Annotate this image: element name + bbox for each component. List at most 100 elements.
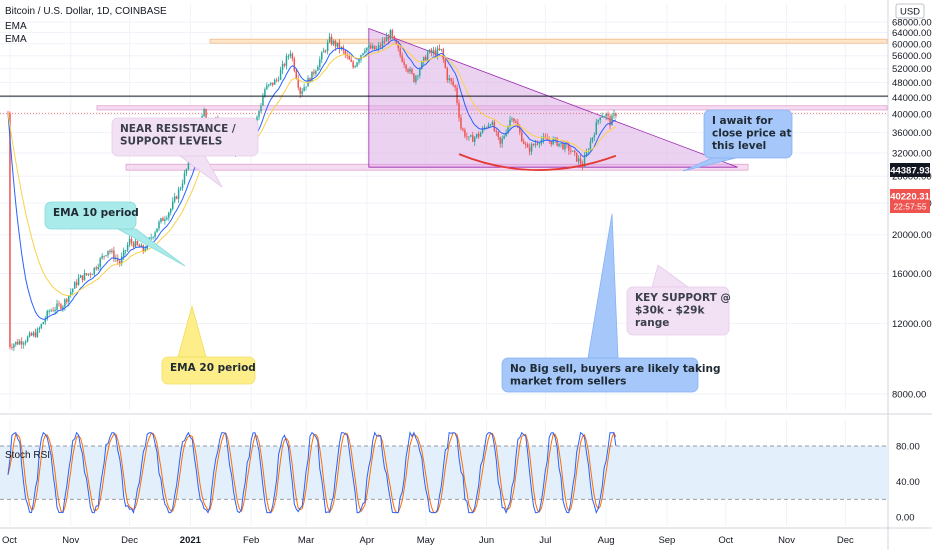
candle-body [328,36,331,43]
candle-body [271,82,274,85]
candle-body [413,73,415,82]
stoch-d-line [7,431,617,514]
candle-body [264,89,266,97]
candle-body [50,310,52,312]
candle-body [142,245,145,252]
candle-body [295,70,298,79]
annotation-callouts: NEAR RESISTANCE /SUPPORT LEVELS EMA 10 pe… [44,109,793,393]
candle-body [48,310,50,312]
price-tick-label: 56000.00 [892,51,932,62]
candle-body [336,42,339,47]
candle-body [273,79,276,85]
callout-pointer [651,264,690,288]
candle-body [52,310,54,312]
currency-label-box[interactable]: USD [895,3,925,19]
candle-body [70,292,72,296]
candle-body [277,79,280,81]
candle-body [66,299,68,302]
candle-body [358,59,360,63]
candle-body [526,144,529,148]
candle-body [338,42,341,50]
candle-body [422,56,425,62]
candle-body [595,122,598,135]
candle-body [397,44,399,49]
callout-box [501,357,699,393]
callout-pointer [587,213,619,359]
candle-body [401,55,403,62]
candle-body [187,160,190,170]
candle-body [464,129,466,137]
ema-legend-2[interactable]: EMA [5,34,27,45]
candle-body [597,120,600,123]
candle-body [552,139,554,145]
candle-body [524,143,527,145]
candle-body [383,40,386,42]
candle-body [28,333,31,337]
candle-body [322,50,325,53]
time-tick-label: Jun [479,535,494,546]
candle-body [458,102,460,118]
time-tick-label: 2021 [180,535,202,546]
candle-body [546,137,549,141]
candle-body [601,116,603,118]
candle-body [62,306,64,310]
candle-body [589,141,592,151]
price-tick-label: 36000.00 [892,128,932,139]
candle-body [89,273,92,275]
candle-body [97,266,99,269]
time-tick-label: Nov [778,535,795,546]
candle-body [170,208,172,213]
candle-body [111,250,113,252]
candle-body [283,64,286,66]
candle-body [181,183,184,189]
candle-body [501,138,503,144]
candle-body [515,121,517,123]
time-tick-label: Oct [2,535,17,546]
callout-near-resistance: NEAR RESISTANCE /SUPPORT LEVELS [111,117,259,188]
candle-body [9,113,11,348]
price-tick-label: 40000.00 [892,110,932,121]
currency-label: USD [900,7,920,18]
time-tick-label: Apr [359,535,374,546]
price-tick-label: 48000.00 [892,78,932,89]
candle-body [75,282,78,285]
candle-body [203,109,205,117]
candle-body [30,333,33,336]
candle-body [287,55,290,57]
level-price-text: 44387.93 [890,166,930,177]
candle-body [583,156,586,168]
candle-body [305,86,307,88]
ema-legend-1[interactable]: EMA [5,21,27,32]
candle-body [371,45,374,49]
candle-body [377,45,380,49]
time-axis[interactable]: Oct Nov Dec 2021 Feb Mar Apr May Jun Jul Aug Sep Oct… [2,535,854,546]
candle-body [511,118,513,120]
rounded-bottom-curve [458,153,617,171]
callout-text-line: EMA 10 period [53,207,139,219]
candle-body [558,143,560,146]
callout-text-line: SUPPORT LEVELS [120,136,222,148]
candle-body [354,66,356,68]
price-tick-label: 52000.00 [892,64,932,75]
time-tick-label: May [417,535,435,546]
candle-body [605,113,607,117]
candle-body [577,158,580,162]
candle-body [497,131,499,138]
candle-body [472,135,474,142]
candle-body [446,67,449,81]
candle-body [473,137,476,142]
candle-body [32,332,35,336]
callout-text-line: KEY SUPPORT @ [635,292,731,304]
candle-body [428,49,431,53]
candle-body [183,173,186,184]
candle-body [460,117,462,129]
candle-body [115,258,117,260]
candle-body [521,132,523,142]
candle-body [262,96,264,106]
candle-body [154,232,156,237]
candle-body [313,71,315,74]
candle-body [77,277,80,285]
candle-body [607,113,609,117]
candle-body [166,217,168,220]
